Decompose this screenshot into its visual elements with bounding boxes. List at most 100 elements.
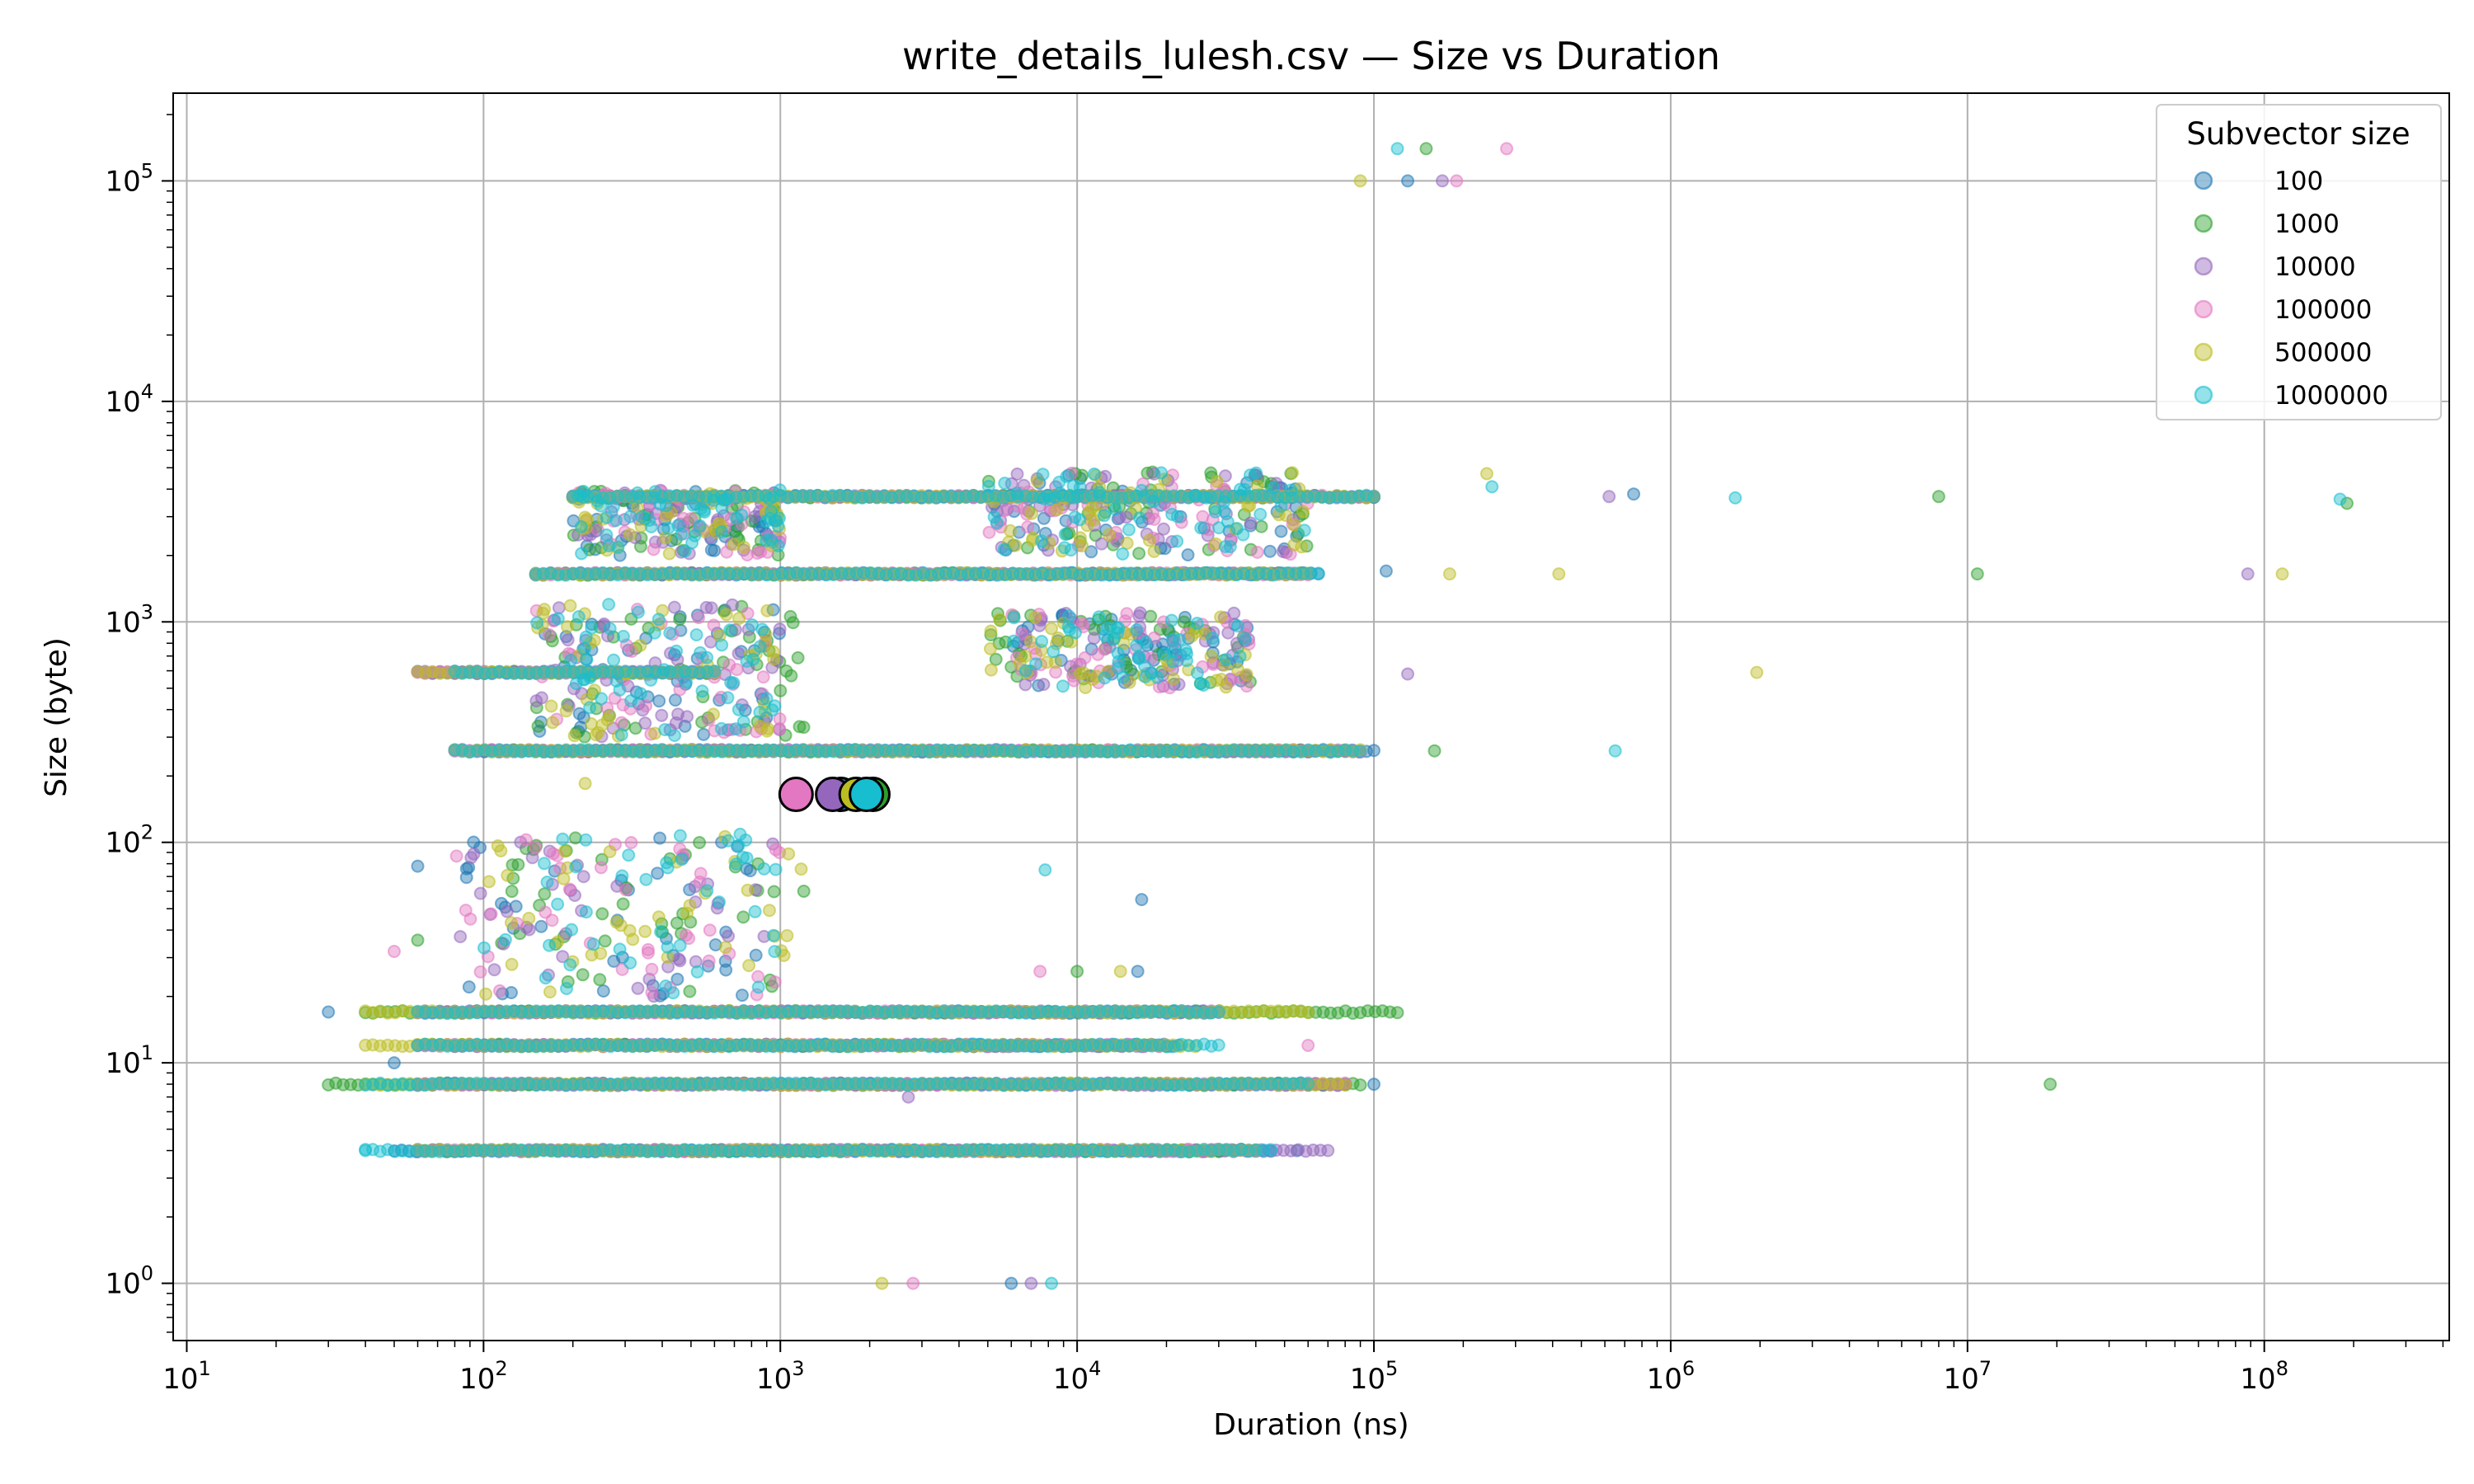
data-point xyxy=(736,910,750,924)
data-point xyxy=(768,975,782,989)
data-point xyxy=(1338,1078,1352,1092)
data-point xyxy=(616,897,630,911)
data-point xyxy=(647,542,661,556)
data-point xyxy=(639,699,653,713)
data-point xyxy=(1091,647,1105,661)
data-point xyxy=(673,842,687,856)
plot-area xyxy=(322,142,2354,1290)
chart-title: write_details_lulesh.csv — Size vs Durat… xyxy=(902,34,1720,78)
data-point xyxy=(1239,679,1253,693)
data-point xyxy=(722,929,736,943)
data-point xyxy=(1419,142,1433,156)
data-point xyxy=(722,658,736,672)
data-point xyxy=(596,984,610,998)
data-point xyxy=(459,904,473,918)
data-point xyxy=(576,870,590,884)
data-point xyxy=(576,968,590,982)
data-point xyxy=(1131,965,1145,979)
data-point xyxy=(1181,548,1195,561)
data-point xyxy=(667,600,681,614)
data-point xyxy=(1301,1006,1315,1019)
data-point xyxy=(779,664,793,678)
data-point xyxy=(1132,609,1146,623)
data-point xyxy=(487,963,501,977)
data-point xyxy=(624,836,638,849)
data-point xyxy=(534,919,548,933)
data-point xyxy=(1037,678,1051,692)
data-point xyxy=(1274,524,1288,538)
data-point xyxy=(749,948,763,962)
data-point xyxy=(773,721,787,735)
data-point xyxy=(645,985,659,999)
data-point xyxy=(561,633,575,647)
data-point xyxy=(750,547,764,560)
data-point xyxy=(982,525,996,539)
data-point xyxy=(467,847,481,861)
data-point xyxy=(774,683,788,697)
data-point xyxy=(1353,1078,1367,1092)
data-point xyxy=(756,670,770,684)
data-point xyxy=(462,980,476,994)
data-point xyxy=(697,727,711,741)
data-point xyxy=(1436,174,1449,188)
data-point xyxy=(1427,744,1442,758)
data-point xyxy=(562,882,576,896)
data-point xyxy=(1401,667,1414,681)
data-point xyxy=(505,885,519,899)
data-point xyxy=(1087,632,1101,646)
data-point xyxy=(673,613,687,626)
data-point xyxy=(655,708,669,722)
data-point xyxy=(1401,174,1414,188)
data-point xyxy=(454,930,468,944)
data-point xyxy=(2241,567,2255,581)
data-point xyxy=(1263,544,1277,558)
data-point xyxy=(901,1090,915,1104)
data-point xyxy=(1250,545,1264,559)
data-point xyxy=(618,883,633,897)
data-point xyxy=(702,954,716,968)
data-point xyxy=(708,938,722,951)
data-point xyxy=(1500,142,1513,156)
data-point xyxy=(1390,1006,1404,1020)
data-point xyxy=(411,933,425,947)
data-point xyxy=(473,965,487,979)
data-point xyxy=(519,833,533,847)
data-point xyxy=(1084,545,1098,559)
data-point xyxy=(1367,1078,1380,1092)
data-point xyxy=(773,627,786,641)
data-point xyxy=(791,650,805,665)
data-point xyxy=(797,721,811,735)
data-point xyxy=(1135,893,1149,907)
data-point xyxy=(511,857,525,871)
data-point xyxy=(1970,567,1984,581)
data-point xyxy=(1004,1276,1018,1290)
data-point xyxy=(572,707,586,721)
data-point xyxy=(598,934,612,948)
data-point xyxy=(642,946,655,960)
data-point xyxy=(529,840,543,854)
data-point xyxy=(545,913,559,928)
data-point xyxy=(1070,965,1084,979)
data-point xyxy=(1021,520,1035,534)
data-point xyxy=(651,866,665,881)
data-point xyxy=(704,601,718,615)
data-point xyxy=(493,984,506,998)
data-point xyxy=(607,954,621,968)
data-point xyxy=(653,831,667,845)
data-point xyxy=(906,1276,920,1290)
data-point xyxy=(797,885,811,898)
data-point xyxy=(645,962,659,976)
data-point xyxy=(703,923,717,937)
data-point xyxy=(1024,1276,1038,1290)
data-point xyxy=(683,984,697,998)
data-point xyxy=(1254,519,1268,533)
data-point xyxy=(534,691,548,705)
data-point xyxy=(1244,516,1258,530)
data-point xyxy=(614,716,628,730)
data-point xyxy=(449,849,463,863)
data-point xyxy=(1033,965,1047,979)
data-point xyxy=(531,719,545,733)
data-point xyxy=(484,907,498,921)
